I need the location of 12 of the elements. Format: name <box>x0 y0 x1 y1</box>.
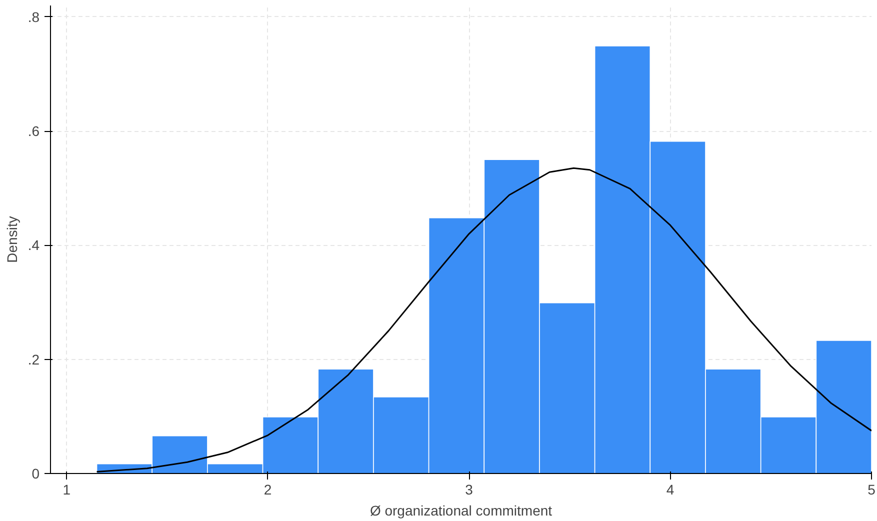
y-tick-label: .4 <box>28 237 40 254</box>
y-tick-label: .8 <box>28 8 40 25</box>
x-axis-title: Ø organizational commitment <box>370 502 552 518</box>
x-tick-label: 4 <box>666 482 674 498</box>
x-tick-label: 3 <box>465 482 474 498</box>
y-tick-label: 0 <box>32 466 40 482</box>
x-tick-label: 1 <box>62 482 71 498</box>
x-tick-label: 5 <box>868 482 876 498</box>
x-tick-label: 2 <box>264 482 272 498</box>
y-tick-label: .2 <box>28 351 40 368</box>
y-axis-title: Density <box>4 216 20 263</box>
y-tick-label: .6 <box>28 123 40 140</box>
